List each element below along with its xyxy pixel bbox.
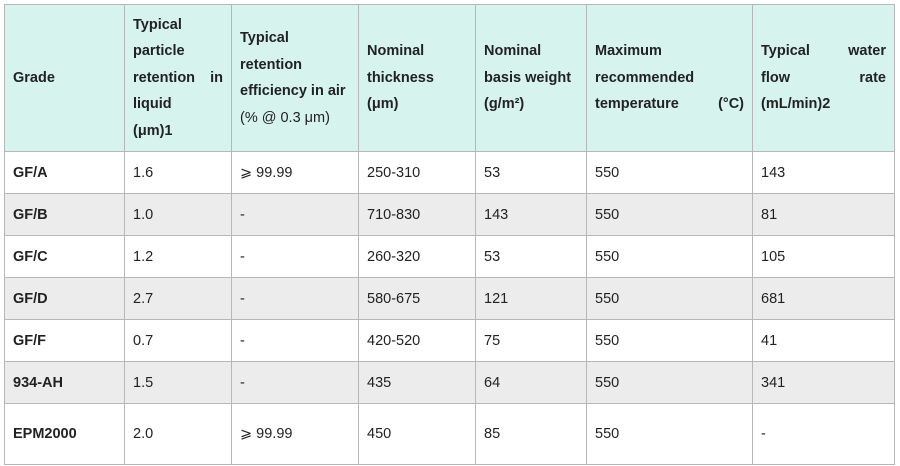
cell-particle-retention: 2.0	[124, 403, 232, 465]
table-row: GF/B 1.0 - 710-830 143 550 81	[4, 193, 895, 236]
header-line: (μm)	[367, 96, 399, 113]
cell-thickness: 710-830	[358, 193, 476, 236]
table-row: EPM2000 2.0 ⩾ 99.99 450 85 550 -	[4, 403, 895, 465]
header-line: (mL/min)2	[761, 96, 831, 113]
cell-thickness: 580-675	[358, 277, 476, 320]
cell-air-efficiency: -	[231, 235, 359, 278]
cell-max-temperature: 550	[586, 277, 753, 320]
filter-specs-table-wrapper: Grade Typical particle retention in liqu…	[4, 4, 895, 465]
cell-thickness: 260-320	[358, 235, 476, 278]
header-line: (% @ 0.3 μm)	[240, 109, 330, 126]
cell-max-temperature: 550	[586, 151, 753, 194]
header-line: particle	[133, 43, 185, 60]
header-line: Typical	[240, 30, 289, 46]
cell-particle-retention: 1.0	[124, 193, 232, 236]
cell-basis-weight: 64	[475, 361, 587, 404]
header-grade: Grade	[4, 4, 125, 152]
table-row: GF/D 2.7 - 580-675 121 550 681	[4, 277, 895, 320]
header-line: Maximum	[595, 43, 662, 60]
cell-particle-retention: 1.5	[124, 361, 232, 404]
header-basis-weight: Nominal basis weight (g/m²)	[475, 4, 587, 152]
cell-max-temperature: 550	[586, 403, 753, 465]
cell-grade: 934-AH	[4, 361, 125, 404]
cell-grade: GF/C	[4, 235, 125, 278]
header-line: recommended	[595, 69, 695, 86]
header-row: Grade Typical particle retention in liqu…	[4, 4, 895, 152]
cell-max-temperature: 550	[586, 193, 753, 236]
header-line: basis weight	[484, 69, 572, 86]
cell-particle-retention: 1.2	[124, 235, 232, 278]
header-line: Nominal	[367, 43, 425, 60]
header-line: Typical water	[761, 43, 886, 60]
cell-basis-weight: 53	[475, 151, 587, 194]
header-line: flow rate	[761, 69, 886, 86]
cell-basis-weight: 143	[475, 193, 587, 236]
cell-air-efficiency: -	[231, 319, 359, 362]
header-line: (g/m²)	[484, 96, 525, 113]
table-row: 934-AH 1.5 - 435 64 550 341	[4, 361, 895, 404]
cell-water-flow: 143	[752, 151, 895, 194]
cell-grade: EPM2000	[4, 403, 125, 465]
cell-air-efficiency: -	[231, 277, 359, 320]
cell-max-temperature: 550	[586, 235, 753, 278]
header-line: (μm)1	[133, 122, 173, 139]
cell-air-efficiency: ⩾ 99.99	[231, 151, 359, 194]
cell-grade: GF/B	[4, 193, 125, 236]
cell-thickness: 450	[358, 403, 476, 465]
cell-water-flow: 81	[752, 193, 895, 236]
cell-thickness: 435	[358, 361, 476, 404]
table-row: GF/A 1.6 ⩾ 99.99 250-310 53 550 143	[4, 151, 895, 194]
cell-water-flow: 681	[752, 277, 895, 320]
header-water-flow: Typical water flow rate (mL/min)2	[752, 4, 895, 152]
header-line: Typical	[133, 16, 182, 33]
header-line: Grade	[13, 69, 55, 86]
header-line: thickness	[367, 69, 434, 86]
header-particle-retention: Typical particle retention in liquid (μm…	[124, 4, 232, 152]
cell-grade: GF/F	[4, 319, 125, 362]
cell-air-efficiency: -	[231, 361, 359, 404]
header-line: retention	[240, 56, 303, 73]
header-line: temperature (°C)	[595, 96, 744, 113]
cell-basis-weight: 75	[475, 319, 587, 362]
cell-grade: GF/A	[4, 151, 125, 194]
header-line: retention in	[133, 69, 223, 86]
cell-thickness: 250-310	[358, 151, 476, 194]
cell-max-temperature: 550	[586, 361, 753, 404]
cell-particle-retention: 2.7	[124, 277, 232, 320]
header-air-efficiency: Typical retention efficiency in air (% @…	[231, 4, 359, 152]
cell-particle-retention: 0.7	[124, 319, 232, 362]
cell-grade: GF/D	[4, 277, 125, 320]
header-thickness: Nominal thickness (μm)	[358, 4, 476, 152]
header-line: liquid	[133, 96, 172, 113]
header-line: efficiency in air	[240, 83, 346, 99]
cell-particle-retention: 1.6	[124, 151, 232, 194]
cell-water-flow: -	[752, 403, 895, 465]
cell-air-efficiency: -	[231, 193, 359, 236]
cell-water-flow: 341	[752, 361, 895, 404]
cell-basis-weight: 121	[475, 277, 587, 320]
header-max-temperature: Maximum recommended temperature (°C)	[586, 4, 753, 152]
cell-basis-weight: 85	[475, 403, 587, 465]
filter-specs-table: Grade Typical particle retention in liqu…	[4, 4, 895, 465]
header-line: Nominal	[484, 43, 542, 60]
cell-basis-weight: 53	[475, 235, 587, 278]
cell-max-temperature: 550	[586, 319, 753, 362]
cell-water-flow: 41	[752, 319, 895, 362]
table-row: GF/F 0.7 - 420-520 75 550 41	[4, 319, 895, 362]
cell-water-flow: 105	[752, 235, 895, 278]
table-header: Grade Typical particle retention in liqu…	[4, 4, 895, 152]
table-body: GF/A 1.6 ⩾ 99.99 250-310 53 550 143 GF/B…	[4, 151, 895, 465]
table-row: GF/C 1.2 - 260-320 53 550 105	[4, 235, 895, 278]
cell-thickness: 420-520	[358, 319, 476, 362]
cell-air-efficiency: ⩾ 99.99	[231, 403, 359, 465]
